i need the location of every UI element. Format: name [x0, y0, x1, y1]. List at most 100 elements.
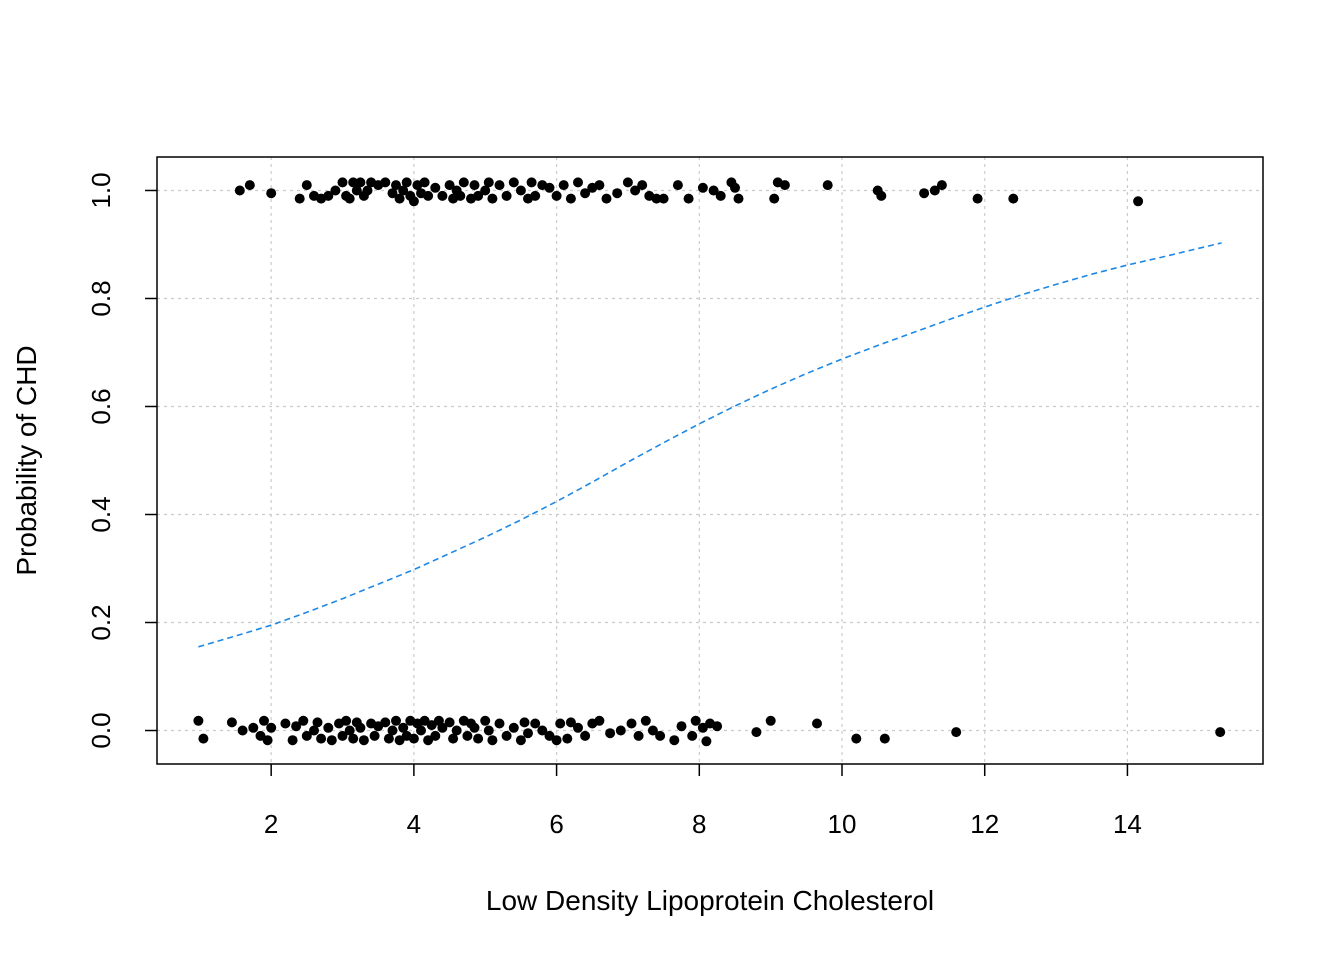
- data-point: [672, 180, 683, 191]
- data-point: [244, 180, 255, 191]
- data-point: [369, 730, 380, 741]
- data-point: [537, 725, 548, 736]
- data-point: [341, 715, 352, 726]
- data-point: [323, 722, 334, 733]
- data-point: [523, 728, 533, 739]
- data-point: [812, 718, 822, 729]
- data-point: [387, 725, 398, 736]
- data-point: [337, 730, 348, 741]
- data-point: [530, 190, 541, 201]
- data-point: [690, 715, 701, 726]
- data-point: [751, 727, 762, 738]
- x-tick-label: 8: [692, 809, 706, 839]
- data-point: [615, 725, 626, 736]
- data-point: [712, 721, 723, 732]
- data-point: [348, 177, 359, 188]
- data-point: [929, 185, 940, 196]
- data-point: [487, 735, 498, 746]
- data-point: [822, 180, 833, 191]
- data-point: [266, 722, 277, 733]
- data-point: [555, 718, 566, 729]
- data-point: [640, 715, 651, 726]
- data-point: [612, 188, 623, 199]
- data-point: [294, 193, 305, 204]
- data-point: [401, 177, 412, 188]
- data-point: [605, 728, 616, 739]
- data-point: [226, 717, 237, 728]
- data-point: [633, 730, 644, 741]
- data-point: [198, 733, 209, 744]
- data-point: [408, 196, 419, 207]
- grid-lines: [157, 157, 1263, 764]
- data-point: [398, 722, 409, 733]
- data-point: [391, 715, 401, 726]
- data-point: [344, 193, 355, 204]
- data-point: [626, 718, 637, 729]
- y-axis: 0.0 0.2 0.4 0.6 0.8 1.0: [86, 172, 157, 749]
- data-point: [462, 730, 473, 741]
- fitted-curve-layer: [198, 242, 1222, 648]
- data-point: [580, 730, 591, 741]
- data-point: [234, 185, 245, 196]
- data-point: [601, 193, 612, 204]
- y-tick-label: 1.0: [86, 172, 116, 208]
- data-point: [391, 180, 401, 191]
- fitted-probability-curve: [198, 242, 1222, 648]
- data-point: [936, 180, 947, 191]
- data-point: [487, 193, 498, 204]
- data-point: [380, 177, 391, 188]
- data-point: [483, 177, 494, 188]
- data-point: [676, 721, 687, 732]
- data-point: [323, 190, 334, 201]
- x-tick-label: 14: [1113, 809, 1142, 839]
- data-point: [480, 715, 491, 726]
- data-point: [573, 177, 583, 188]
- plot-frame: [156, 156, 1264, 765]
- data-point: [769, 193, 780, 204]
- data-point: [701, 736, 712, 747]
- y-tick-label: 0.6: [86, 388, 116, 424]
- data-point: [708, 185, 719, 196]
- data-point: [430, 730, 441, 741]
- data-point: [362, 185, 373, 196]
- data-point: [473, 733, 484, 744]
- data-point: [1215, 727, 1226, 738]
- data-point: [287, 735, 298, 746]
- data-point: [972, 193, 983, 204]
- data-point: [651, 193, 662, 204]
- data-point: [193, 715, 204, 726]
- data-point: [298, 715, 309, 726]
- data-point: [248, 722, 259, 733]
- data-point: [259, 715, 269, 726]
- data-point: [565, 193, 576, 204]
- data-point: [508, 177, 519, 188]
- data-point: [501, 730, 512, 741]
- data-point: [519, 717, 530, 728]
- data-point: [622, 177, 633, 188]
- data-point: [444, 180, 455, 191]
- data-point: [387, 188, 398, 199]
- data-point: [355, 722, 366, 733]
- data-point: [515, 185, 526, 196]
- data-point: [765, 715, 776, 726]
- data-point: [594, 715, 605, 726]
- data-point: [683, 193, 694, 204]
- data-point: [383, 733, 394, 744]
- data-point: [408, 733, 419, 744]
- data-point: [444, 717, 455, 728]
- data-point: [480, 185, 491, 196]
- data-point: [508, 722, 519, 733]
- data-point: [301, 730, 312, 741]
- data-point: [398, 185, 409, 196]
- data-point: [451, 725, 462, 736]
- data-point: [448, 733, 459, 744]
- data-point: [551, 190, 562, 201]
- y-tick-label: 0.0: [86, 712, 116, 748]
- data-point: [669, 735, 680, 746]
- x-axis: 2 4 6 8 10 12 14: [264, 764, 1142, 839]
- x-tick-label: 10: [828, 809, 857, 839]
- data-point: [469, 722, 480, 733]
- data-points-layer: [193, 177, 1226, 747]
- data-point: [416, 725, 426, 736]
